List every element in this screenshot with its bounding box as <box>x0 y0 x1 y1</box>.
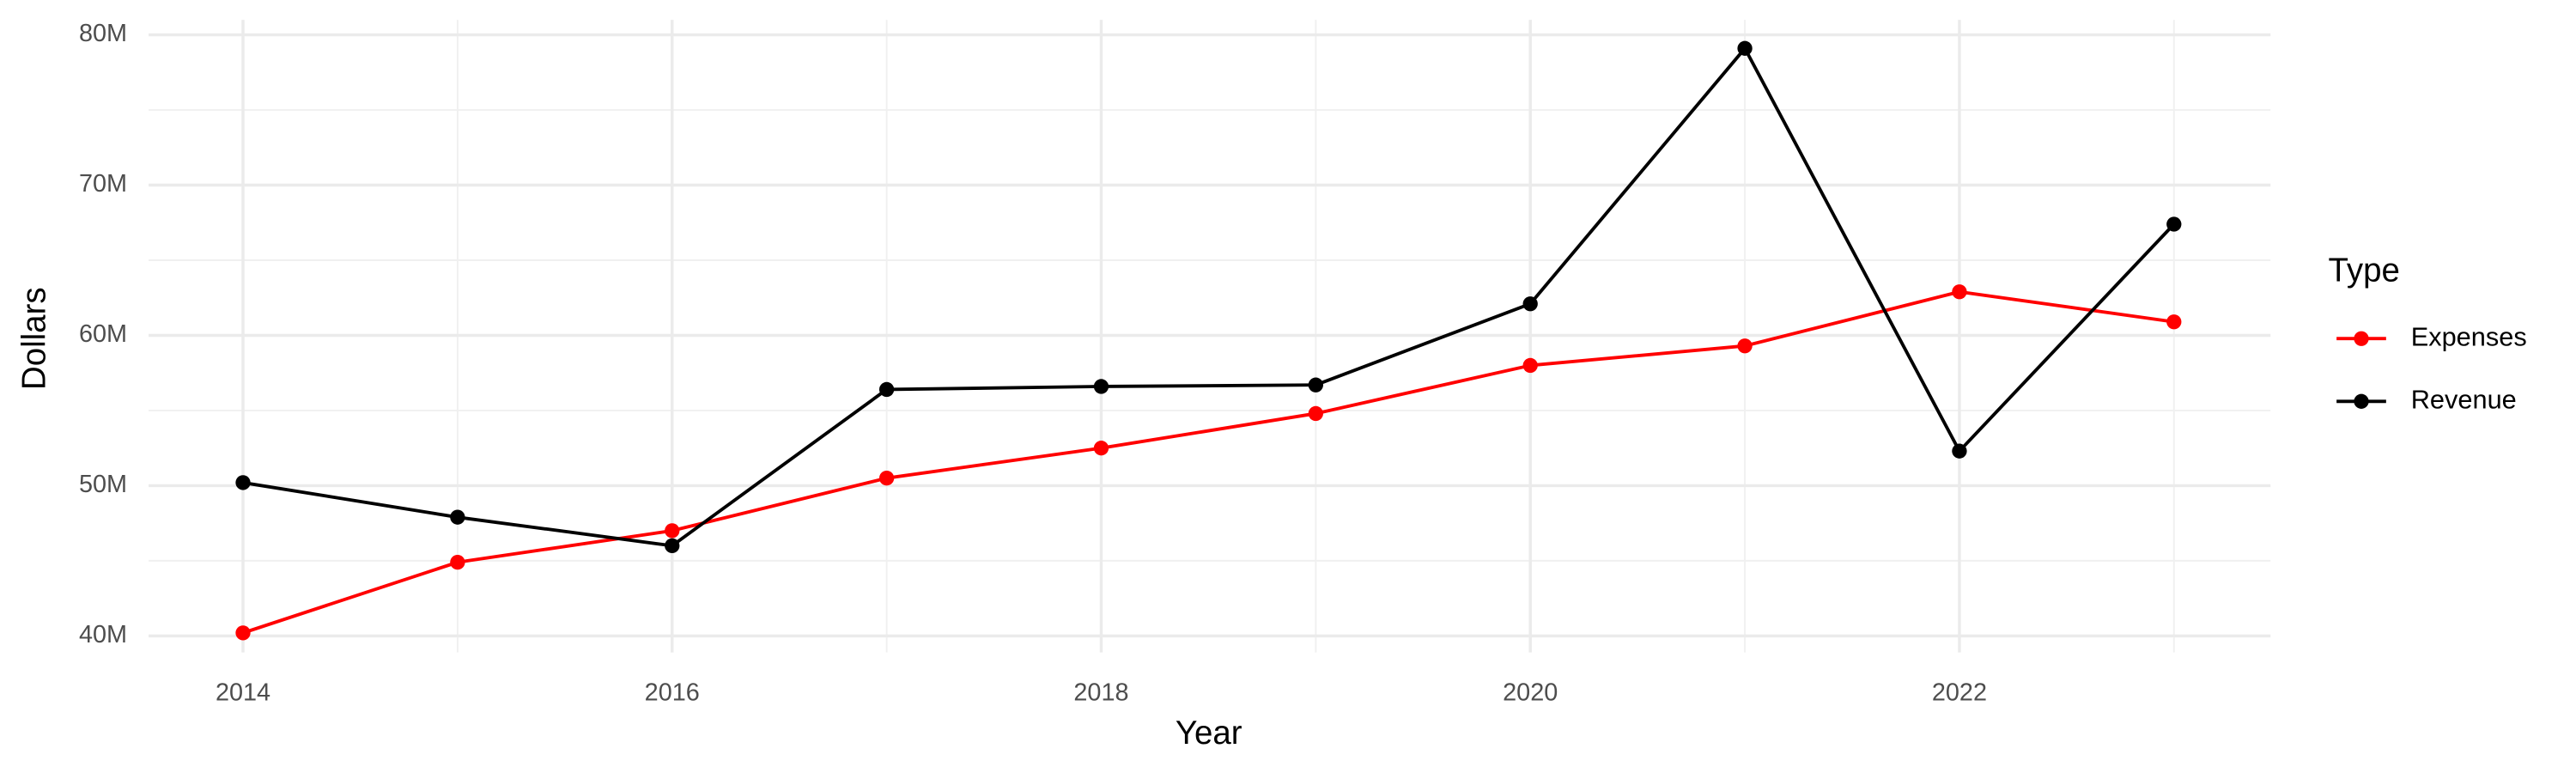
legend-point <box>2354 393 2369 409</box>
legend-label: Revenue <box>2411 384 2517 414</box>
y-tick-label: 80M <box>79 20 127 47</box>
y-tick-label: 40M <box>79 621 127 648</box>
point <box>1093 441 1109 456</box>
point <box>2166 216 2182 232</box>
x-axis-title: Year <box>1176 715 1242 752</box>
point <box>665 538 680 554</box>
x-tick-label: 2022 <box>1932 679 1987 706</box>
point <box>1737 338 1753 354</box>
y-tick-label: 70M <box>79 170 127 198</box>
y-axis-title: Dollars <box>15 287 52 390</box>
point <box>1308 377 1323 393</box>
point <box>235 475 251 490</box>
x-tick-label: 2014 <box>216 679 270 706</box>
x-tick-label: 2018 <box>1073 679 1128 706</box>
grid <box>149 20 2271 653</box>
legend-item: Revenue <box>2336 384 2517 414</box>
point <box>1093 379 1109 394</box>
line <box>242 289 2175 635</box>
point <box>1952 284 1967 300</box>
point <box>235 625 251 641</box>
plot-area <box>235 40 2182 641</box>
point <box>450 554 465 570</box>
legend-label: Expenses <box>2411 321 2527 351</box>
point <box>665 523 680 539</box>
point <box>1522 296 1538 312</box>
point <box>1522 357 1538 374</box>
point <box>2166 314 2182 330</box>
point <box>878 471 895 486</box>
legend-point <box>2354 331 2369 346</box>
point <box>878 381 895 398</box>
point <box>450 509 465 525</box>
legend-title: Type <box>2329 252 2400 289</box>
point <box>1308 405 1323 422</box>
y-tick-label: 60M <box>79 320 127 348</box>
x-tick-label: 2016 <box>645 679 700 706</box>
y-tick-label: 50M <box>79 471 127 498</box>
point <box>1952 443 1967 459</box>
line <box>242 45 2176 548</box>
point <box>1737 40 1753 56</box>
legend-item: Expenses <box>2336 321 2527 351</box>
x-tick-label: 2020 <box>1503 679 1558 706</box>
